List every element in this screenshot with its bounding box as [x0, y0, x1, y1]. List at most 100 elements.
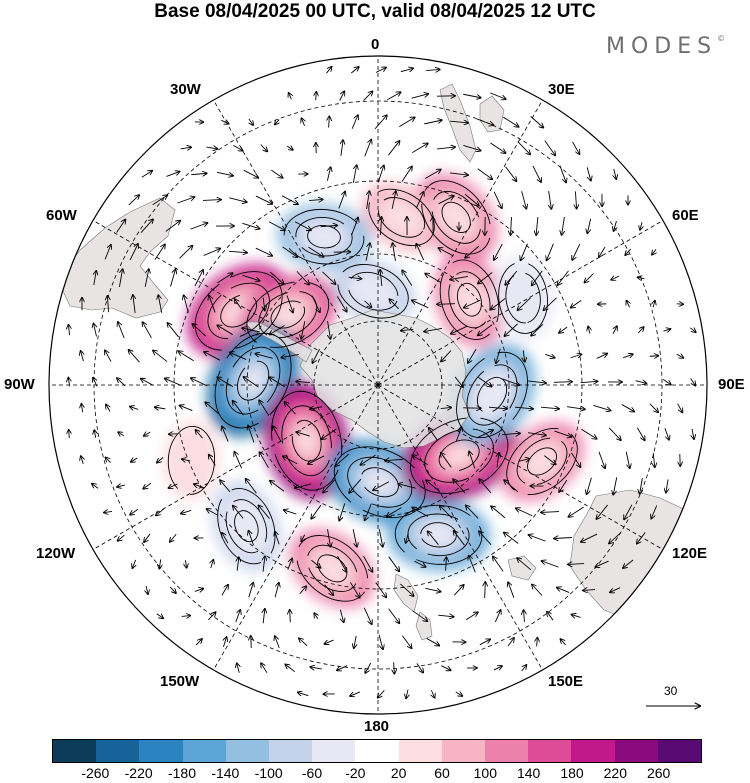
wind-vector: [194, 589, 203, 592]
wind-vector: [263, 556, 265, 572]
circulation-contour: [421, 180, 492, 255]
wind-vector: [208, 612, 215, 621]
wind-vector: [281, 195, 298, 204]
wind-vector: [294, 221, 311, 230]
wind-vector: [286, 146, 293, 150]
wind-vector: [283, 456, 298, 465]
wind-vector: [230, 352, 247, 361]
meridian-line: [377, 384, 693, 567]
wind-vector: [221, 120, 228, 123]
wind-vector: [503, 116, 518, 127]
circulation-contour: [225, 499, 268, 554]
wind-vector: [454, 531, 465, 546]
lon-label-60e: 60E: [672, 207, 699, 224]
wind-vector: [690, 328, 695, 332]
wind-vector: [529, 535, 546, 542]
wind-vector: [327, 529, 331, 547]
colorbar-tick-label: 100: [473, 765, 498, 781]
wind-vector: [402, 270, 413, 286]
wind-vector: [350, 67, 358, 74]
colorbar-tick-label: -220: [124, 765, 153, 781]
wind-vector: [411, 94, 429, 99]
wind-vector: [286, 295, 293, 313]
wind-vector: [81, 404, 82, 413]
wind-vector: [144, 269, 149, 287]
wind-vector: [518, 459, 529, 462]
wind-vector: [544, 455, 555, 465]
wind-vector: [329, 116, 330, 128]
wind-vector: [494, 243, 503, 260]
wind-vector: [308, 455, 325, 464]
wind-vector: [242, 274, 259, 280]
wind-vector: [465, 612, 478, 621]
wind-vector: [608, 427, 621, 440]
wind-vector: [261, 663, 268, 673]
wind-vector: [275, 636, 280, 649]
wind-vector: [118, 534, 125, 541]
wind-vector: [335, 453, 350, 466]
wind-vector: [649, 403, 658, 412]
wind-vector: [217, 273, 232, 284]
wind-vector: [676, 354, 684, 358]
wind-vector: [320, 225, 338, 226]
wind-vector: [416, 663, 423, 672]
wind-vector: [159, 559, 160, 568]
wind-vector: [476, 118, 494, 125]
wind-vector: [505, 166, 517, 181]
colorbar-swatch: [571, 740, 615, 762]
colorbar-swatch: [441, 740, 486, 762]
wind-vector: [504, 323, 518, 336]
wind-vector: [144, 432, 151, 436]
wind-vector: [296, 381, 310, 382]
wind-vector: [301, 534, 304, 542]
wind-vector: [450, 173, 468, 175]
wind-vector: [365, 243, 370, 261]
wind-vector: [479, 531, 492, 545]
wind-vector: [625, 451, 629, 468]
wind-vector: [349, 478, 362, 493]
colorbar-swatch: [398, 740, 442, 762]
wind-vector: [544, 140, 555, 156]
wind-vector: [233, 506, 244, 519]
colorbar-tick-label: 180: [560, 765, 584, 781]
wind-vector: [298, 692, 309, 695]
wind-vector: [581, 533, 598, 542]
wind-vector: [438, 248, 454, 257]
wind-vector: [221, 585, 228, 596]
wind-vector: [119, 269, 122, 287]
wind-vector: [282, 246, 298, 257]
wind-vector: [493, 666, 502, 670]
colorbar-swatch: [139, 740, 183, 762]
wind-vector: [92, 484, 99, 489]
circulation-contour: [283, 208, 365, 265]
wind-vector: [141, 171, 152, 178]
wind-vector: [465, 245, 480, 258]
wind-vector: [426, 480, 441, 493]
wind-vector: [170, 269, 176, 287]
wind-vector: [391, 191, 396, 209]
wind-vector: [521, 665, 527, 672]
wind-vector: [107, 296, 108, 313]
wind-vector: [351, 218, 358, 235]
wind-vector: [504, 480, 519, 493]
wind-vector: [322, 271, 335, 284]
wind-vector: [128, 195, 139, 206]
wind-vector: [301, 118, 304, 126]
wind-vector: [180, 405, 193, 411]
negative-anomaly-band: [303, 222, 345, 252]
wind-vector: [129, 350, 140, 363]
wind-vector: [146, 585, 148, 594]
wind-vector: [653, 301, 655, 308]
wind-vector: [493, 557, 504, 572]
wind-vector: [191, 173, 206, 174]
wind-vector: [260, 452, 269, 469]
wind-vector: [558, 270, 569, 285]
wind-vector: [323, 479, 336, 492]
wind-vector: [81, 351, 84, 362]
wind-vector: [468, 348, 477, 363]
wind-vector: [234, 452, 242, 469]
wind-vector: [233, 144, 242, 150]
wind-vector: [596, 354, 607, 359]
circulation-contour: [296, 535, 369, 602]
wind-vector: [478, 272, 493, 283]
